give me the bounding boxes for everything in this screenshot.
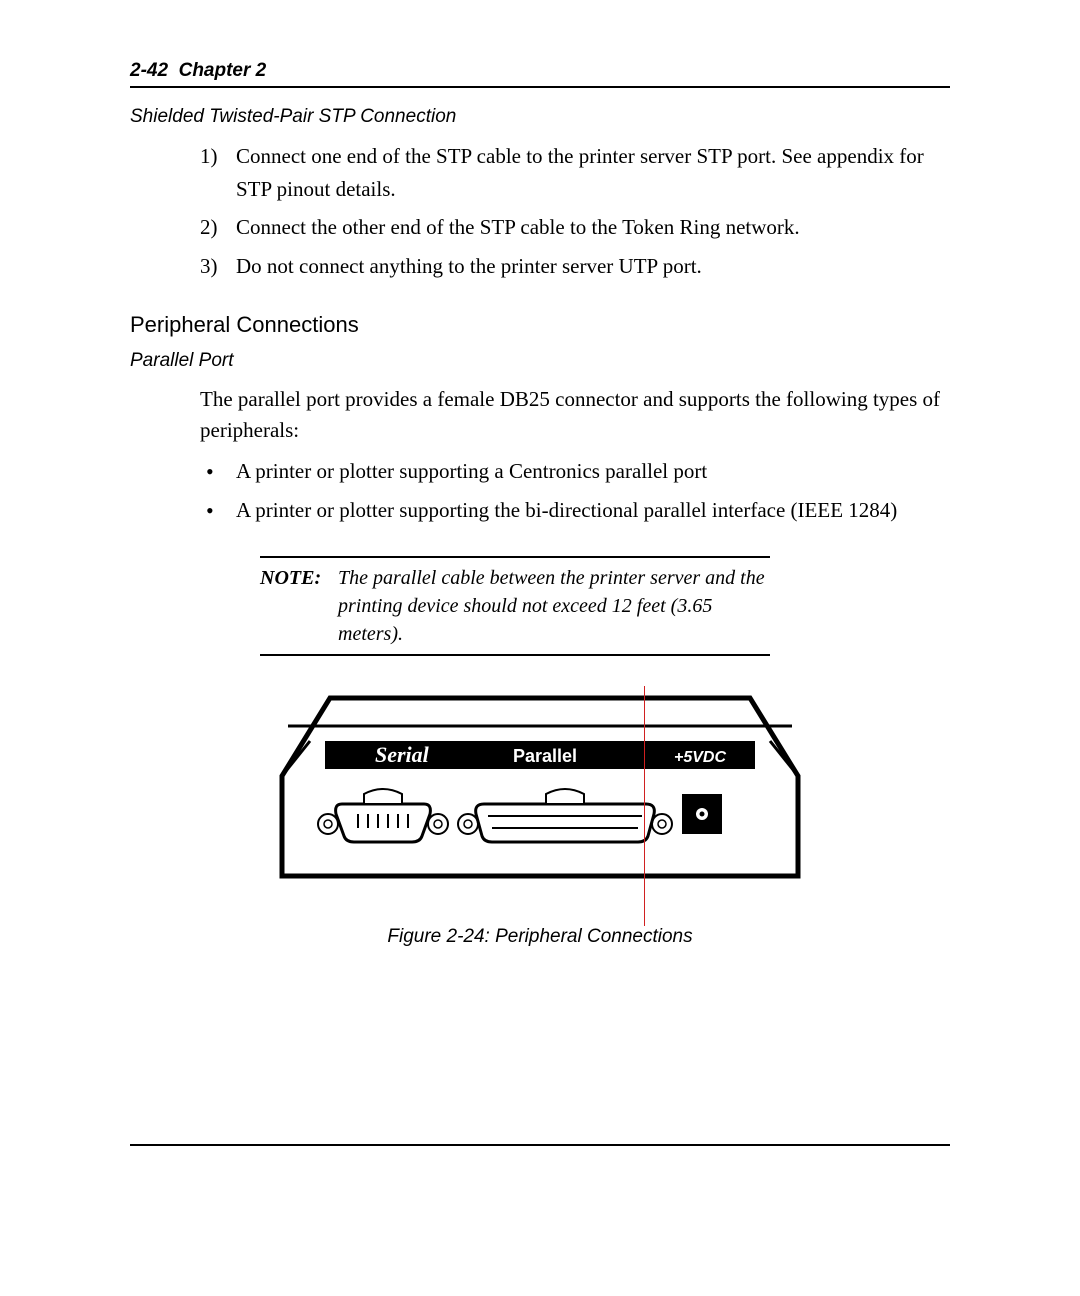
annotation-bar [644, 686, 645, 926]
chapter-label: Chapter 2 [179, 60, 267, 81]
note-block: NOTE: The parallel cable between the pri… [260, 556, 770, 656]
page-number: 2-42 [130, 60, 168, 81]
device-diagram: Serial Parallel +5VDC [270, 686, 810, 906]
stp-steps-list: 1)Connect one end of the STP cable to th… [200, 140, 950, 282]
list-item: 2)Connect the other end of the STP cable… [200, 211, 950, 244]
list-item: 3)Do not connect anything to the printer… [200, 250, 950, 283]
list-item: A printer or plotter supporting a Centro… [200, 455, 950, 488]
page-header: 2-42 Chapter 2 [130, 60, 950, 88]
power-jack-icon [682, 794, 722, 834]
serial-label: Serial [375, 742, 430, 767]
parallel-port-paragraph: The parallel port provides a female DB25… [200, 384, 950, 445]
note-text: The parallel cable between the printer s… [338, 564, 770, 648]
parallel-label: Parallel [513, 746, 577, 766]
step-text: Do not connect anything to the printer s… [236, 254, 702, 278]
footer-rule [130, 1144, 950, 1146]
document-page: 2-42 Chapter 2 Shielded Twisted-Pair STP… [0, 0, 1080, 1296]
step-text: Connect one end of the STP cable to the … [236, 144, 924, 201]
list-item: 1)Connect one end of the STP cable to th… [200, 140, 950, 205]
bullet-text: A printer or plotter supporting the bi-d… [236, 498, 897, 522]
parallel-port-subheading: Parallel Port [130, 350, 950, 372]
bullet-text: A printer or plotter supporting a Centro… [236, 459, 707, 483]
step-text: Connect the other end of the STP cable t… [236, 215, 800, 239]
list-item: A printer or plotter supporting the bi-d… [200, 494, 950, 527]
figure-caption: Figure 2-24: Peripheral Connections [130, 926, 950, 948]
parallel-bullet-list: A printer or plotter supporting a Centro… [200, 455, 950, 526]
peripheral-heading: Peripheral Connections [130, 312, 950, 338]
stp-subheading: Shielded Twisted-Pair STP Connection [130, 106, 950, 128]
figure-container: Serial Parallel +5VDC [130, 686, 950, 948]
power-label: +5VDC [674, 749, 726, 766]
note-label: NOTE: [260, 564, 338, 648]
